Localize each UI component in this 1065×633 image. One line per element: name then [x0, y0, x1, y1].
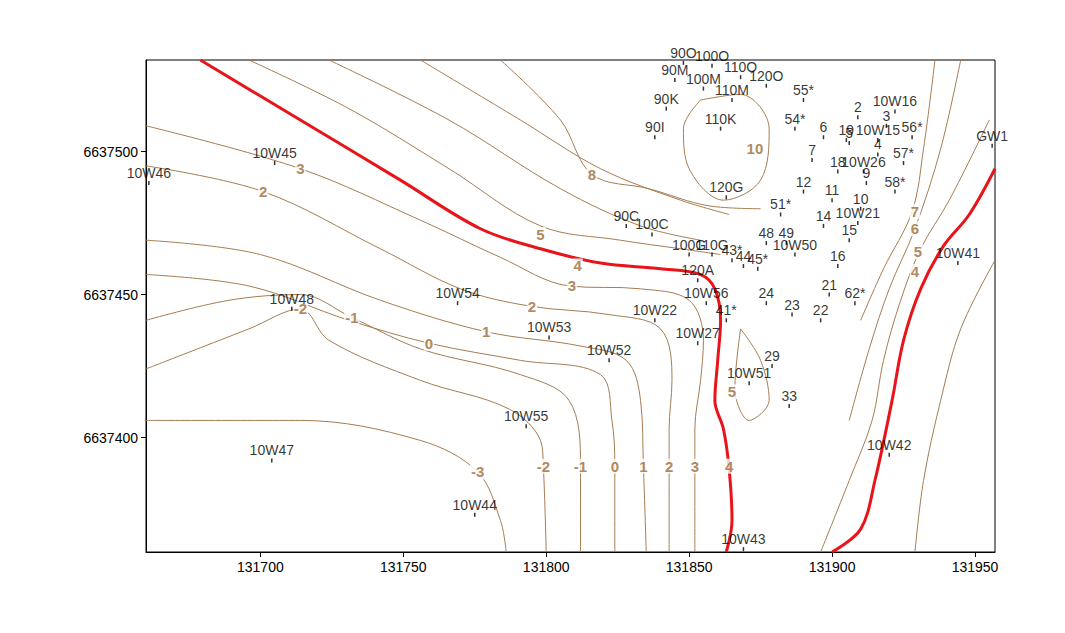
svg-text:7: 7 — [911, 203, 919, 220]
svg-text:10W43: 10W43 — [721, 531, 766, 547]
svg-text:54*: 54* — [784, 111, 806, 127]
svg-text:4: 4 — [725, 458, 734, 475]
svg-text:-1: -1 — [345, 309, 358, 326]
svg-text:7: 7 — [808, 142, 816, 158]
svg-text:4: 4 — [573, 257, 582, 274]
svg-text:110K: 110K — [705, 111, 737, 127]
svg-text:-3: -3 — [471, 463, 484, 480]
svg-text:10W42: 10W42 — [867, 437, 912, 453]
svg-text:23: 23 — [784, 297, 800, 313]
svg-text:131700: 131700 — [237, 559, 284, 575]
svg-text:10W52: 10W52 — [587, 342, 632, 358]
svg-text:6637450: 6637450 — [83, 287, 138, 303]
svg-text:15: 15 — [841, 222, 857, 238]
svg-text:120A: 120A — [681, 262, 714, 278]
svg-text:-1: -1 — [574, 458, 587, 475]
svg-text:10W55: 10W55 — [504, 408, 549, 424]
svg-text:10W53: 10W53 — [527, 319, 572, 335]
svg-text:10W48: 10W48 — [270, 291, 315, 307]
svg-text:24: 24 — [759, 285, 775, 301]
svg-text:58*: 58* — [884, 174, 906, 190]
svg-text:10: 10 — [747, 140, 764, 157]
svg-text:10W51: 10W51 — [727, 365, 772, 381]
svg-text:6: 6 — [911, 220, 919, 237]
svg-text:-2: -2 — [537, 458, 550, 475]
svg-text:33: 33 — [781, 388, 797, 404]
svg-text:11: 11 — [825, 182, 840, 198]
svg-text:2: 2 — [665, 458, 673, 475]
svg-text:22: 22 — [813, 302, 829, 318]
svg-text:57*: 57* — [893, 145, 915, 161]
svg-text:3: 3 — [691, 458, 699, 475]
svg-text:131900: 131900 — [809, 559, 856, 575]
svg-text:10W45: 10W45 — [252, 145, 297, 161]
svg-text:56*: 56* — [902, 119, 924, 135]
svg-text:90K: 90K — [654, 91, 680, 107]
svg-text:GW1: GW1 — [976, 128, 1008, 144]
svg-text:10W27: 10W27 — [676, 325, 721, 341]
svg-text:1: 1 — [639, 458, 647, 475]
svg-text:6637500: 6637500 — [83, 144, 138, 160]
svg-text:10W21: 10W21 — [836, 205, 881, 221]
svg-text:2: 2 — [259, 183, 267, 200]
svg-text:6637400: 6637400 — [83, 430, 138, 446]
svg-text:131800: 131800 — [523, 559, 570, 575]
svg-text:131850: 131850 — [666, 559, 713, 575]
svg-text:1: 1 — [482, 323, 490, 340]
svg-text:14: 14 — [816, 208, 832, 224]
svg-text:90O: 90O — [670, 45, 697, 61]
svg-text:100C: 100C — [635, 216, 668, 232]
svg-text:110M: 110M — [715, 82, 749, 98]
svg-text:4: 4 — [911, 263, 920, 280]
svg-text:10W22: 10W22 — [633, 302, 678, 318]
svg-text:90M: 90M — [661, 62, 688, 78]
svg-text:2: 2 — [528, 298, 536, 315]
svg-text:10W56: 10W56 — [684, 285, 729, 301]
svg-text:16: 16 — [830, 248, 846, 264]
svg-text:10W16: 10W16 — [873, 93, 918, 109]
svg-text:10W46: 10W46 — [127, 165, 172, 181]
svg-text:51*: 51* — [770, 196, 792, 212]
svg-text:8: 8 — [588, 166, 596, 183]
svg-text:29: 29 — [764, 348, 780, 364]
svg-text:55*: 55* — [793, 82, 815, 98]
svg-text:3: 3 — [296, 160, 304, 177]
svg-text:4: 4 — [874, 136, 882, 152]
svg-text:9: 9 — [862, 165, 870, 181]
svg-text:10W41: 10W41 — [936, 245, 981, 261]
svg-text:10W50: 10W50 — [773, 237, 818, 253]
svg-text:10W47: 10W47 — [250, 442, 295, 458]
svg-text:5: 5 — [728, 383, 736, 400]
svg-text:12: 12 — [796, 174, 812, 190]
svg-text:2: 2 — [854, 99, 862, 115]
svg-text:0: 0 — [611, 458, 619, 475]
svg-text:6: 6 — [820, 119, 828, 135]
svg-text:5: 5 — [914, 243, 922, 260]
svg-text:41*: 41* — [716, 302, 738, 318]
svg-text:45*: 45* — [747, 251, 769, 267]
svg-text:120G: 120G — [709, 179, 743, 195]
svg-text:131950: 131950 — [952, 559, 999, 575]
svg-text:62*: 62* — [844, 285, 866, 301]
svg-text:120O: 120O — [749, 68, 783, 84]
svg-text:10W44: 10W44 — [453, 497, 498, 513]
svg-text:3: 3 — [568, 277, 576, 294]
svg-text:10W54: 10W54 — [435, 285, 480, 301]
svg-text:0: 0 — [425, 335, 433, 352]
svg-text:5: 5 — [536, 226, 544, 243]
svg-text:90I: 90I — [645, 119, 664, 135]
svg-text:5: 5 — [845, 125, 853, 141]
svg-text:131750: 131750 — [380, 559, 427, 575]
svg-text:21: 21 — [821, 277, 837, 293]
